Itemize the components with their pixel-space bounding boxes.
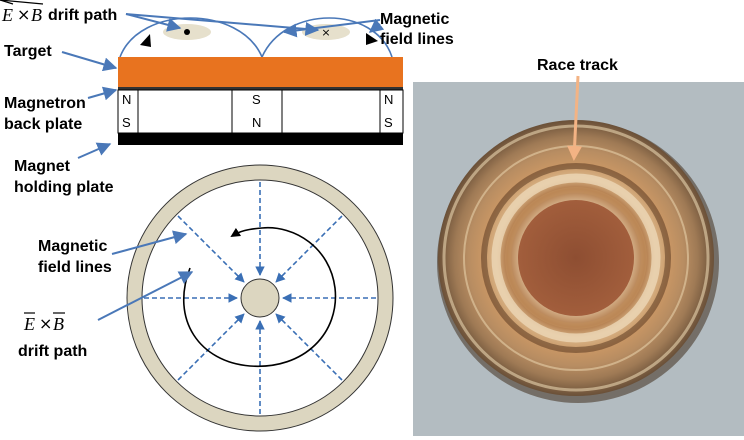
pointer-field-lines-bottom [111, 230, 188, 255]
eq2-times: × [39, 314, 52, 333]
pole-left-top: N [122, 92, 131, 107]
pointer-field-lines-top-right [368, 18, 385, 33]
drift-path-top-label: E × B drift path [0, 0, 117, 25]
magnetron-back-plate-label-2: back plate [4, 116, 82, 133]
magnetic-field-lines-bottom-2: field lines [38, 259, 112, 276]
race-track-dark-band [481, 163, 671, 353]
magnetic-field-lines-top-1: Magnetic [380, 11, 449, 28]
pointer-holding-plate [77, 142, 112, 159]
magnetron-back-plate-label-1: Magnetron [4, 95, 86, 112]
magnetron-cross-section: × N S S N N S [117, 17, 404, 145]
pole-right-top: N [384, 92, 393, 107]
pole-center-bottom: N [252, 115, 261, 130]
race-track-light-band [491, 173, 661, 343]
drift-path-bottom-label: E × B drift path [18, 312, 87, 360]
field-line-arrowhead-right [366, 33, 378, 45]
center-pole [240, 278, 280, 318]
target-plate [118, 57, 403, 87]
drift-spiral [182, 227, 337, 367]
eq-e: E [1, 5, 13, 25]
pointer-target [61, 51, 118, 72]
field-line-arc-right [261, 17, 393, 58]
eq-b-bar [0, 0, 44, 5]
race-track-label: Race track [537, 57, 618, 74]
pole-right-bottom: S [384, 115, 393, 130]
magnet-holding-plate [118, 133, 403, 145]
pointer-field-lines-top-left [282, 19, 381, 38]
magnet-holding-plate-label-1: Magnet [14, 158, 71, 175]
eq2-e: E [23, 314, 35, 334]
pointer-drift-bottom [97, 271, 194, 321]
back-plate-line [118, 87, 403, 90]
race-track-inner-band [505, 187, 647, 329]
drift-cross-into-page: × [321, 26, 330, 39]
target-label: Target [4, 43, 52, 60]
magnetic-field-lines-bottom-1: Magnetic [38, 238, 107, 255]
field-line-arrowhead-left [140, 34, 151, 47]
pole-center-top: S [252, 92, 261, 107]
eq2-b: B [53, 314, 64, 334]
drift-path-bottom-text: drift path [18, 343, 87, 360]
pointer-drift-left [125, 13, 182, 32]
eq-b: B [31, 5, 42, 25]
pointer-race-track [567, 75, 583, 161]
drift-dot-out-of-page [184, 29, 190, 35]
field-line-arc-left [119, 17, 263, 58]
drift-path-text: drift path [48, 7, 117, 24]
eq-times: × [17, 5, 30, 24]
target-center-erosion [518, 200, 634, 316]
pointer-back-plate [87, 86, 118, 101]
magnetron-top-view [126, 164, 394, 432]
magnetic-field-lines-top-2: field lines [380, 31, 454, 48]
race-track-photo [413, 82, 744, 436]
pole-left-bottom: S [122, 115, 131, 130]
magnet-holding-plate-label-2: holding plate [14, 179, 114, 196]
